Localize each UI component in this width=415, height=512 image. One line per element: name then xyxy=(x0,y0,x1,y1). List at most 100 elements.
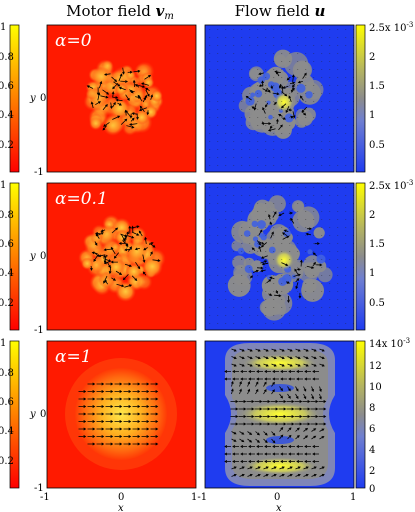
flow-grid-dot xyxy=(241,291,243,292)
flow-grid-dot xyxy=(257,195,259,196)
flow-grid-dot xyxy=(217,109,219,110)
y-label-0: y xyxy=(29,93,36,104)
flow-grid-dot xyxy=(209,53,211,54)
flow-arrow xyxy=(264,370,271,373)
flow-grid-dot xyxy=(353,259,354,260)
flow-grid-dot xyxy=(217,77,219,78)
flow-grid-dot xyxy=(353,85,354,86)
flow-arrow xyxy=(287,434,292,440)
flow-arrow xyxy=(285,281,290,284)
flow-grid-dot xyxy=(289,133,291,134)
flow-grid-dot xyxy=(249,117,251,118)
flow-arrow xyxy=(314,242,320,245)
flow-arrow xyxy=(240,460,247,463)
flow-grid-dot xyxy=(313,125,315,126)
flow-grid-dot xyxy=(353,203,354,204)
motor-arrow xyxy=(123,435,132,438)
flow-grid-dot xyxy=(273,323,275,324)
flow-arrow xyxy=(288,452,295,456)
flow-grid-dot xyxy=(337,101,339,102)
flow-hole xyxy=(258,232,264,238)
flow-grid-dot xyxy=(265,259,267,260)
flow-arrow xyxy=(288,211,294,215)
flow-grid-dot xyxy=(225,117,227,118)
flow-grid-dot xyxy=(225,157,227,158)
flow-grid-dot xyxy=(241,227,243,228)
flow-grid-dot xyxy=(233,267,235,268)
flow-grid-dot xyxy=(297,101,299,102)
flow-arrow xyxy=(303,466,309,470)
flow-grid-dot xyxy=(225,323,227,324)
flow-grid-dot xyxy=(217,93,219,94)
flow-grid-dot xyxy=(249,275,251,276)
flow-arrow xyxy=(271,431,276,436)
flow-heatmap-0 xyxy=(205,25,354,172)
flow-arrow xyxy=(255,438,260,443)
flow-grid-dot xyxy=(337,259,339,260)
flow-grid-dot xyxy=(217,45,219,46)
flow-grid-dot xyxy=(233,195,235,196)
flow-arrow xyxy=(292,111,296,119)
flow-grid-dot xyxy=(225,69,227,70)
flow-grid-dot xyxy=(281,195,283,196)
flow-grid-dot xyxy=(329,149,331,150)
flow-grid-dot xyxy=(217,235,219,236)
flow-grid-dot xyxy=(257,243,259,244)
flow-grid-dot xyxy=(265,141,267,142)
flow-grid-dot xyxy=(305,117,307,118)
flow-grid-dot xyxy=(265,29,267,30)
flow-arrow xyxy=(303,386,307,392)
y-tick-zero-1: 0 xyxy=(40,251,46,262)
flow-grid-dot xyxy=(233,211,235,212)
flow-arrow xyxy=(319,348,325,352)
svg-text:10: 10 xyxy=(369,382,382,393)
flow-arrow xyxy=(239,363,245,367)
flow-grid-dot xyxy=(209,157,211,158)
flow-grid-dot xyxy=(249,165,251,166)
flow-grid-dot xyxy=(313,291,315,292)
flow-grid-dot xyxy=(345,219,347,220)
flow-grid-dot xyxy=(225,77,227,78)
flow-arrow xyxy=(274,70,281,74)
flow-grid-dot xyxy=(321,77,323,78)
flow-grid-dot xyxy=(209,109,211,110)
flow-grid-dot xyxy=(225,85,227,86)
flow-arrow xyxy=(286,76,291,81)
flow-grid-dot xyxy=(289,125,291,126)
flow-arrow xyxy=(231,348,237,352)
x-label-flow: x xyxy=(276,503,282,512)
flow-arrow xyxy=(246,415,255,418)
flow-grid-dot xyxy=(345,323,347,324)
flow-grid-dot xyxy=(329,187,331,188)
flow-grid-dot xyxy=(329,37,331,38)
motor-arrow xyxy=(127,235,135,239)
flow-arrow xyxy=(294,268,299,276)
flow-arrow xyxy=(270,407,279,411)
motor-arrow xyxy=(143,247,148,251)
flow-arrow xyxy=(231,431,237,435)
flow-grid-dot xyxy=(225,93,227,94)
flow-grid-dot xyxy=(329,251,331,252)
flow-grid-dot xyxy=(345,45,347,46)
motor-patch xyxy=(135,273,153,291)
svg-text:0.4: 0.4 xyxy=(0,426,14,437)
flow-grid-dot xyxy=(225,203,227,204)
motor-arrow xyxy=(113,252,120,259)
motor-patch xyxy=(125,263,143,280)
flow-grid-dot xyxy=(273,275,275,276)
motor-arrow xyxy=(105,412,114,416)
flow-arrow xyxy=(261,121,265,126)
flow-grid-dot xyxy=(321,125,323,126)
flow-arrow xyxy=(281,262,289,266)
flow-grid-dot xyxy=(281,291,283,292)
flow-arrow xyxy=(232,445,239,448)
flow-grid-dot xyxy=(241,243,243,244)
flow-arrow xyxy=(310,407,319,411)
flow-grid-dot xyxy=(273,259,275,260)
flow-grid-dot xyxy=(281,37,283,38)
motor-arrow xyxy=(78,397,87,401)
flow-grid-dot xyxy=(321,219,323,220)
flow-arrow xyxy=(265,102,269,108)
flow-grid-dot xyxy=(321,117,323,118)
flow-grid-dot xyxy=(297,109,299,110)
